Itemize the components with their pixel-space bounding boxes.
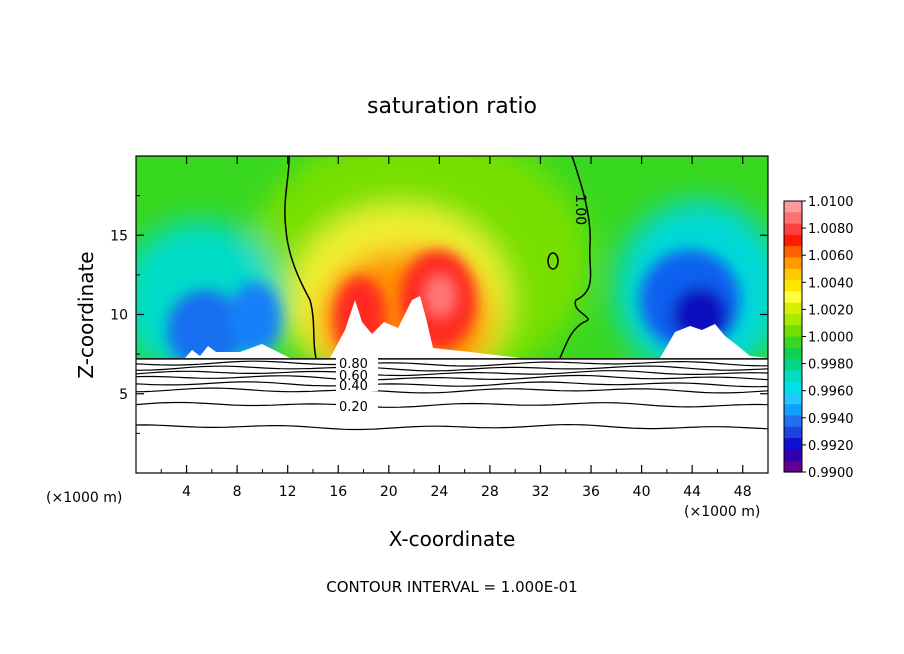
y-tick-label: 10	[110, 308, 128, 324]
left-blue-zone-2	[229, 282, 281, 354]
colorbar-swatch	[784, 460, 802, 473]
y-axis-label: Z-coordinate	[74, 251, 98, 378]
colorbar-swatch	[784, 359, 802, 371]
x-tick-label: 28	[481, 484, 499, 500]
x-axis: 4 8 12 16 20 24 28 32 36 40 44 48	[160, 156, 752, 500]
colorbar-label: 0.9960	[808, 385, 854, 400]
colorbar-label: 0.9920	[808, 439, 854, 454]
colorbar-swatch	[784, 370, 802, 383]
chart-title: saturation ratio	[367, 94, 537, 119]
x-axis-unit-left: (×1000 m)	[46, 490, 122, 506]
colorbar-swatch	[784, 223, 802, 236]
contour-1-00-left	[284, 156, 317, 358]
colorbar-swatch	[784, 392, 802, 405]
contour-label-0-20-bg	[336, 399, 378, 413]
colorbar-label: 1.0000	[808, 331, 854, 346]
lower-contour-line	[135, 423, 769, 431]
contour-label-top: 1.00	[572, 194, 588, 225]
lower-contour-line	[135, 360, 768, 367]
colorbar-swatch	[784, 438, 802, 451]
x-axis-label: X-coordinate	[389, 527, 516, 551]
x-tick-label: 12	[279, 484, 297, 500]
colorbar-swatch	[784, 347, 802, 360]
lower-contour-line	[135, 387, 769, 394]
lower-contour-line	[135, 365, 769, 372]
x-tick-label: 8	[233, 484, 242, 500]
colorbar-swatch	[784, 336, 802, 349]
lower-contour-line	[135, 374, 769, 381]
lower-contour-line	[135, 381, 769, 388]
colorbar-label: 0.9980	[808, 358, 854, 373]
saturation-field	[136, 156, 768, 358]
lower-contour-line	[135, 370, 769, 377]
colorbar-swatch	[784, 415, 802, 428]
colorbar-label: 1.0020	[808, 303, 854, 318]
colorbar-swatch	[784, 201, 802, 213]
colorbar-swatch	[784, 212, 802, 225]
contour-label-0-40: 0.40	[339, 379, 368, 394]
white-mask-left	[185, 344, 290, 358]
colorbar-swatch	[784, 234, 802, 247]
colorbar-swatch	[784, 426, 802, 439]
contour-label-0-80-bg	[336, 358, 378, 370]
x-tick-label: 24	[430, 484, 448, 500]
contour-label-0-20: 0.20	[339, 400, 368, 415]
x-tick-label: 32	[532, 484, 550, 500]
x-tick-label: 20	[380, 484, 398, 500]
x-tick-label: 36	[582, 484, 600, 500]
white-mask-center	[330, 296, 520, 358]
colorbar-swatch	[784, 302, 802, 315]
contour-1-00-right	[559, 156, 592, 358]
colorbar-label: 1.0100	[808, 195, 854, 210]
colorbar-label: 0.9940	[808, 412, 854, 427]
white-mask-right	[660, 324, 768, 358]
colorbar-swatch	[784, 404, 802, 417]
y-axis: 5 10 15	[110, 195, 768, 434]
colorbar-swatch	[784, 246, 802, 259]
x-tick-label: 4	[182, 484, 191, 500]
colorbar-swatch	[784, 325, 802, 338]
contour-label-0-40-bg	[336, 377, 378, 391]
colorbar-label: 0.9900	[808, 466, 854, 481]
x-tick-label: 16	[329, 484, 347, 500]
lower-contour-labels: 0.80 0.60 0.40 0.20	[336, 357, 378, 415]
x-tick-label: 48	[734, 484, 752, 500]
contour-interval-note: CONTOUR INTERVAL = 1.000E-01	[326, 578, 577, 596]
y-tick-label: 5	[119, 387, 128, 403]
colorbar-label: 1.0080	[808, 222, 854, 237]
left-blue-zone	[167, 290, 243, 358]
y-tick-label: 15	[110, 228, 128, 244]
contour-1-00	[284, 156, 592, 358]
colorbar-swatch	[784, 449, 802, 462]
colorbar-label: 1.0060	[808, 249, 854, 264]
pink-core	[426, 276, 454, 316]
colorbar-swatch	[784, 268, 802, 281]
lower-contour-line	[135, 401, 769, 408]
lower-contours	[135, 358, 769, 431]
colorbar-swatch	[784, 280, 802, 292]
colorbar-swatch	[784, 313, 802, 326]
colorbar-labels: 1.0100 1.0080 1.0060 1.0040 1.0020 1.0000 0.99…	[802, 195, 854, 481]
colorbar-label: 1.0040	[808, 276, 854, 291]
contour-label-0-80: 0.80	[339, 357, 368, 372]
colorbar-swatch	[784, 381, 802, 394]
contour-1-00-island	[547, 252, 559, 270]
colorbar-swatch	[784, 291, 802, 304]
x-tick-label: 40	[633, 484, 651, 500]
x-axis-unit-right: (×1000 m)	[684, 504, 760, 520]
colorbar	[783, 200, 803, 473]
x-tick-label: 44	[683, 484, 701, 500]
colorbar-swatch	[784, 257, 802, 270]
contour-label-0-60: 0.60	[339, 369, 368, 384]
